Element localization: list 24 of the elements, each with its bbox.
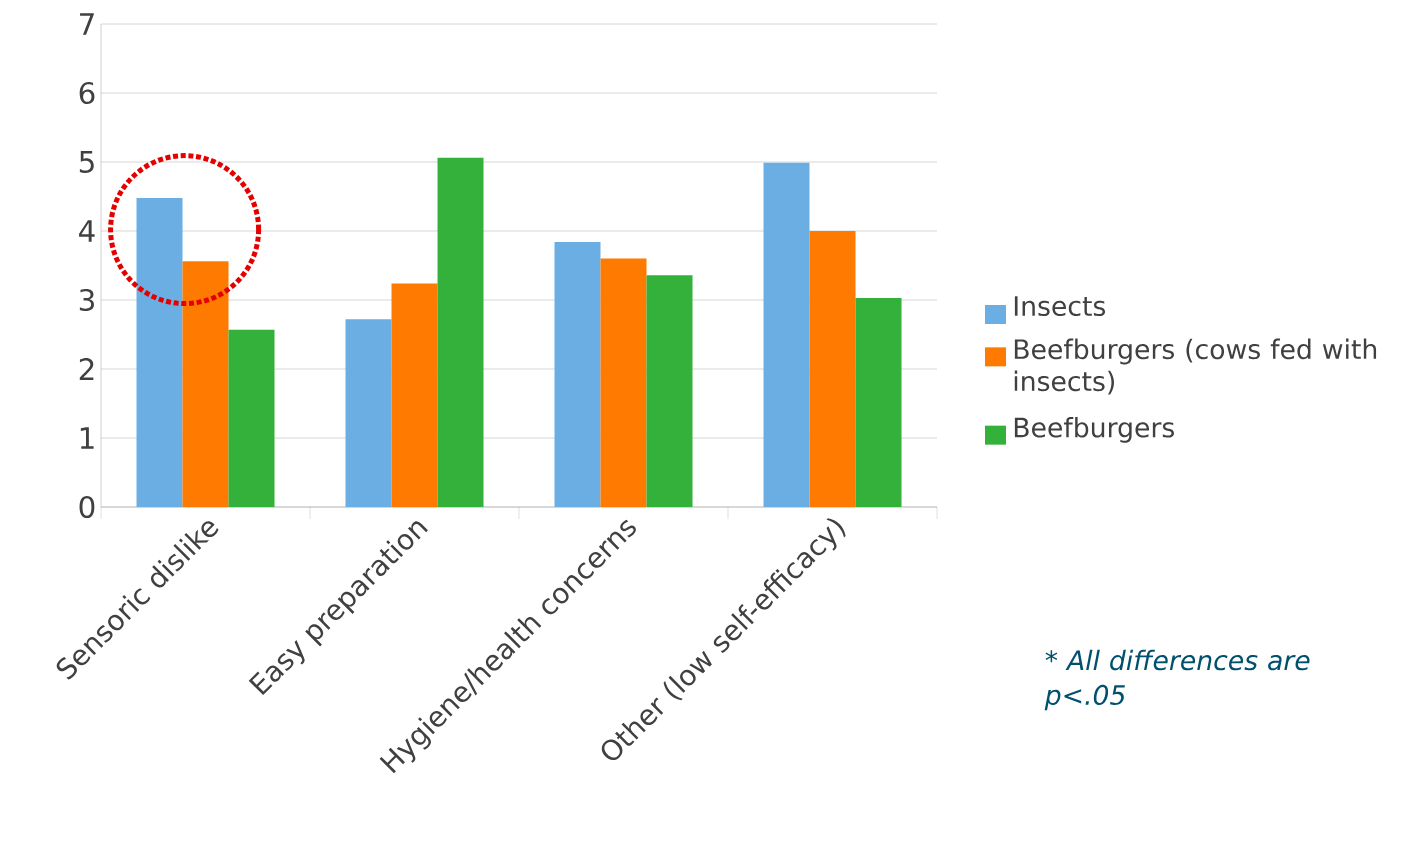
y-tick-label: 3 — [79, 288, 94, 312]
y-tick-label: 1 — [80, 427, 94, 449]
legend-label: Insects — [1014, 296, 1106, 317]
bar — [646, 275, 693, 507]
bar — [182, 261, 229, 507]
bar — [600, 258, 647, 507]
legend-label: Beefburgers — [1014, 416, 1174, 443]
bar — [228, 329, 275, 507]
bar — [345, 319, 392, 507]
y-tick-label: 4 — [79, 220, 95, 242]
bar — [554, 242, 601, 507]
legend-label: Beefburgers (cows fed with insects) — [1014, 338, 1377, 395]
y-tick-label: 7 — [80, 13, 94, 35]
bar — [809, 231, 856, 507]
bar — [136, 197, 183, 507]
y-tick-label: 0 — [79, 495, 95, 519]
bar — [437, 157, 484, 507]
y-tick-label: 5 — [79, 151, 94, 173]
bar — [855, 297, 902, 507]
bar — [763, 162, 810, 507]
y-tick-label: 2 — [79, 358, 94, 380]
text: * All differences are p<.05 — [1044, 649, 1310, 711]
y-tick-label: 6 — [79, 81, 95, 105]
bar — [391, 283, 438, 507]
